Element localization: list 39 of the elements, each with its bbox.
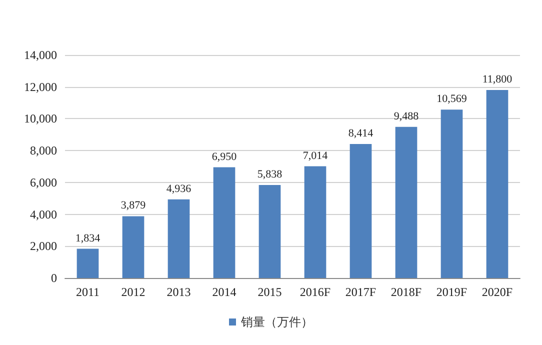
x-tick-label: 2017F — [345, 285, 376, 299]
y-tick-label: 0 — [51, 271, 57, 285]
bar — [122, 216, 144, 278]
bar — [440, 110, 463, 278]
x-tick-label: 2012 — [121, 285, 146, 299]
x-tick-label: 2015 — [258, 285, 282, 299]
y-tick-label: 4,000 — [30, 207, 57, 222]
bar — [213, 167, 236, 278]
y-tick-label: 10,000 — [24, 112, 57, 126]
y-tick-label: 8,000 — [30, 144, 57, 158]
bar — [258, 185, 281, 278]
x-tick-label: 2014 — [212, 285, 236, 299]
data-label: 1,834 — [75, 232, 101, 244]
y-tick-label: 2,000 — [30, 239, 57, 254]
y-tick-label: 6,000 — [30, 175, 57, 190]
bar — [395, 126, 418, 278]
data-label: 8,414 — [348, 127, 374, 140]
bar — [76, 248, 99, 278]
bar — [350, 144, 372, 278]
x-tick-label: 2013 — [166, 285, 191, 299]
legend-label: 销量（万件） — [240, 315, 313, 329]
data-label: 3,879 — [120, 200, 146, 212]
data-label: 9,488 — [394, 110, 420, 122]
y-tick-label: 14,000 — [24, 48, 57, 62]
x-tick-label: 2011 — [76, 285, 100, 299]
data-label: 5,838 — [257, 168, 283, 181]
data-label: 6,950 — [212, 150, 238, 163]
x-tick-label: 2018F — [390, 285, 422, 299]
bar — [486, 90, 508, 278]
data-label: 7,014 — [302, 150, 328, 162]
x-tick-label: 2019F — [436, 285, 468, 299]
x-tick-label: 2020F — [482, 285, 513, 299]
data-label: 11,800 — [482, 74, 513, 86]
data-label: 4,936 — [166, 182, 192, 195]
y-tick-label: 12,000 — [24, 80, 57, 94]
bar — [304, 166, 326, 278]
x-tick-label: 2016F — [300, 285, 331, 299]
bar — [168, 199, 190, 278]
data-label: 10,569 — [436, 93, 468, 106]
